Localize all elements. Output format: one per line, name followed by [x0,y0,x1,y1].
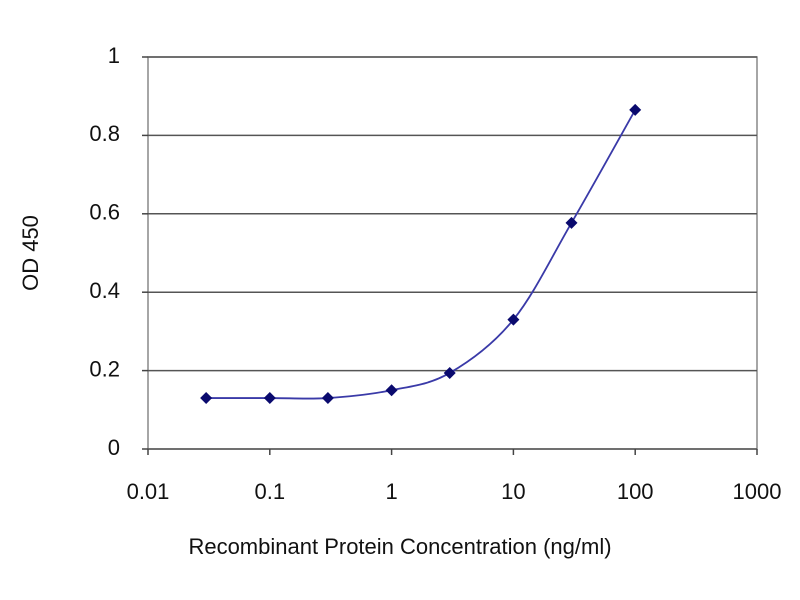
x-tick-label: 100 [617,479,654,504]
data-point [565,216,578,229]
data-point [507,313,520,326]
y-tick-label: 0 [108,435,120,460]
y-tick-label: 1 [108,43,120,68]
x-tick-label: 10 [501,479,525,504]
x-tick-label: 0.1 [255,479,286,504]
data-point [443,366,456,379]
data-point [200,392,213,405]
y-tick-label: 0.4 [89,278,120,303]
x-axis-label: Recombinant Protein Concentration (ng/ml… [188,534,611,559]
y-tick-label: 0.8 [89,121,120,146]
data-point [263,392,276,405]
y-tick-label: 0.2 [89,356,120,381]
plot-area [147,56,758,450]
data-point [629,103,642,116]
x-tick-label: 1 [385,479,397,504]
data-point [385,384,398,397]
x-tick-label: 1000 [733,479,782,504]
data-point [321,392,334,405]
y-axis-label: OD 450 [18,215,43,291]
y-tick-label: 0.6 [89,200,120,225]
x-tick-label: 0.01 [127,479,170,504]
